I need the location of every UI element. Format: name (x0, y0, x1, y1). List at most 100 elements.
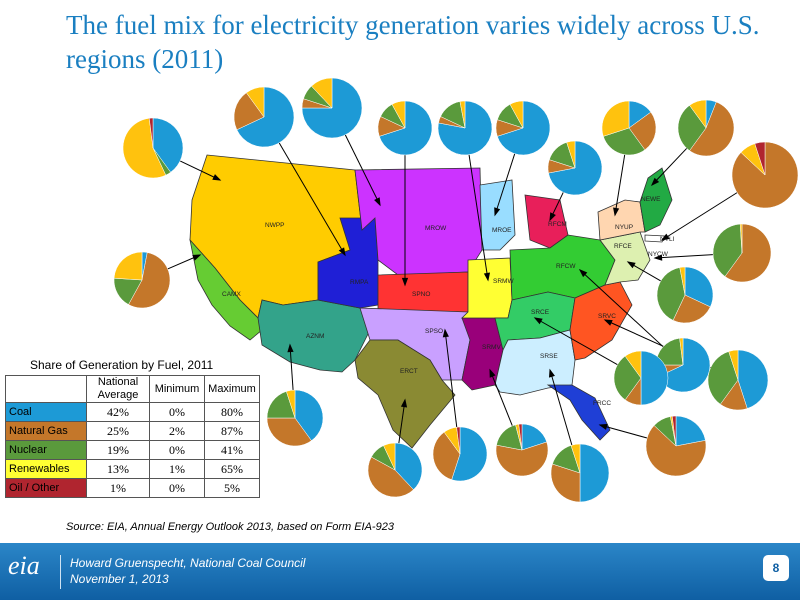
pie-slice-coal (658, 337, 711, 393)
arrow-mroe (494, 153, 516, 216)
arrowhead-srmv (489, 368, 496, 378)
table-header-min: Minimum (149, 375, 205, 403)
arrow-mrow (344, 134, 381, 206)
region-label-srmv: SRMV (482, 344, 501, 351)
table-row: Nuclear 19% 0% 41% (5, 440, 260, 460)
pie-slice-oil-other (148, 117, 154, 149)
min-cell: 0% (149, 478, 205, 498)
pie-slice-oil-other (456, 426, 461, 455)
pie-slice-natural-gas (628, 111, 657, 151)
region-srmw (461, 257, 513, 319)
avg-cell: 25% (86, 421, 150, 441)
arrow-nyup (614, 154, 626, 216)
arrowhead-mrow (374, 197, 381, 207)
pie-slice-coal (236, 86, 295, 148)
pie-slice-coal (152, 117, 184, 173)
avg-cell: 42% (86, 402, 150, 422)
arrow-spso (444, 329, 458, 428)
fuel-cell: Natural Gas (5, 421, 87, 441)
pie-slice-nuclear (603, 127, 646, 156)
pie-slice-natural-gas (367, 456, 414, 498)
pie-slice-nuclear (677, 104, 707, 152)
table-header-avg: National Average (86, 375, 150, 403)
pie-slice-renewables (509, 100, 524, 129)
table-header-fuel (5, 375, 87, 403)
pie-slice-natural-gas (672, 294, 711, 324)
arrowhead-rmpa (338, 247, 346, 257)
region-label-srce: SRCE (531, 309, 550, 316)
pie-slice-natural-gas (495, 441, 549, 477)
fuel-cell: Nuclear (5, 440, 87, 460)
table-row: Natural Gas 25% 2% 87% (5, 421, 260, 441)
region-label-srse: SRSE (540, 353, 558, 360)
slide-title: The fuel mix for electricity generation … (66, 10, 760, 74)
max-cell: 80% (204, 402, 260, 422)
pie-slice-oil-other (518, 423, 523, 451)
share-table: National Average Minimum Maximum Coal 42%… (5, 375, 260, 498)
pie-slice-renewables (391, 100, 406, 129)
pie-slice-natural-gas (689, 101, 735, 157)
fuel-cell: Oil / Other (5, 478, 87, 498)
region-label-nyup: NYUP (615, 224, 633, 231)
pie-srse (550, 443, 610, 503)
pie-slice-nuclear (656, 267, 686, 321)
pie-slice-renewables (739, 223, 743, 254)
arrow-nwpp (179, 160, 221, 181)
fuel-cell: Coal (5, 402, 87, 422)
pie-spso (432, 426, 488, 482)
region-label-rfcm: RFCM (548, 221, 567, 228)
region-label-frcc: FRCC (593, 400, 611, 407)
pie-frcc (645, 415, 707, 477)
pie-rfcm (547, 140, 603, 196)
arrow-erct (398, 399, 406, 444)
footer-bar: eia Howard Gruenspecht, National Coal Co… (0, 543, 800, 600)
region-rfce (599, 231, 651, 286)
arrowhead-rfcm (549, 212, 556, 222)
max-cell: 65% (204, 459, 260, 479)
table-header-row: National Average Minimum Maximum (5, 375, 260, 403)
max-cell: 87% (204, 421, 260, 441)
arrow-nycw (654, 254, 714, 259)
presenter-name: Howard Gruenspecht, National Coal Counci… (70, 556, 306, 570)
pie-slice-coal (394, 442, 423, 491)
pie-srce (613, 350, 669, 406)
arrow-rfcw (579, 269, 664, 348)
pie-slice-renewables (286, 389, 296, 419)
arrowhead-srce (533, 317, 543, 325)
pie-nyup (601, 100, 657, 156)
source-note: Source: EIA, Annual Energy Outlook 2013,… (66, 521, 394, 533)
pie-nycw (712, 223, 772, 283)
pie-rfce (656, 266, 714, 324)
arrowhead-srvc (603, 319, 613, 326)
arrow-aznm (289, 344, 294, 391)
region-camx (189, 238, 263, 341)
pie-slice-renewables (624, 350, 642, 379)
pie-slice-renewables (383, 442, 396, 471)
avg-cell: 1% (86, 478, 150, 498)
arrowhead-nwpp (212, 174, 222, 181)
arrow-srmw (468, 154, 489, 281)
pie-slice-renewables (679, 337, 684, 366)
pie-slice-coal (379, 100, 433, 156)
region-label-aznm: AZNM (306, 333, 324, 340)
min-cell: 2% (149, 421, 205, 441)
region-label-mrow: MROW (425, 225, 447, 232)
pie-aznm (266, 389, 324, 447)
max-cell: 5% (204, 478, 260, 498)
page-number: 8 (763, 555, 789, 581)
table-header-max: Maximum (204, 375, 260, 403)
avg-cell: 13% (86, 459, 150, 479)
pie-slice-coal (451, 426, 488, 482)
region-frcc (546, 384, 611, 441)
region-label-rfcw: RFCW (556, 263, 576, 270)
pie-slice-renewables (459, 100, 466, 129)
region-label-newe: NEWE (641, 196, 661, 203)
pie-slice-coal (294, 389, 324, 442)
pie-slice-natural-gas (432, 431, 461, 480)
pie-slice-coal (579, 443, 610, 503)
pie-slice-nuclear (613, 355, 642, 401)
pie-slice-renewables (566, 140, 576, 169)
region-label-spso: SPSO (425, 328, 443, 335)
arrow-srce (534, 317, 618, 366)
